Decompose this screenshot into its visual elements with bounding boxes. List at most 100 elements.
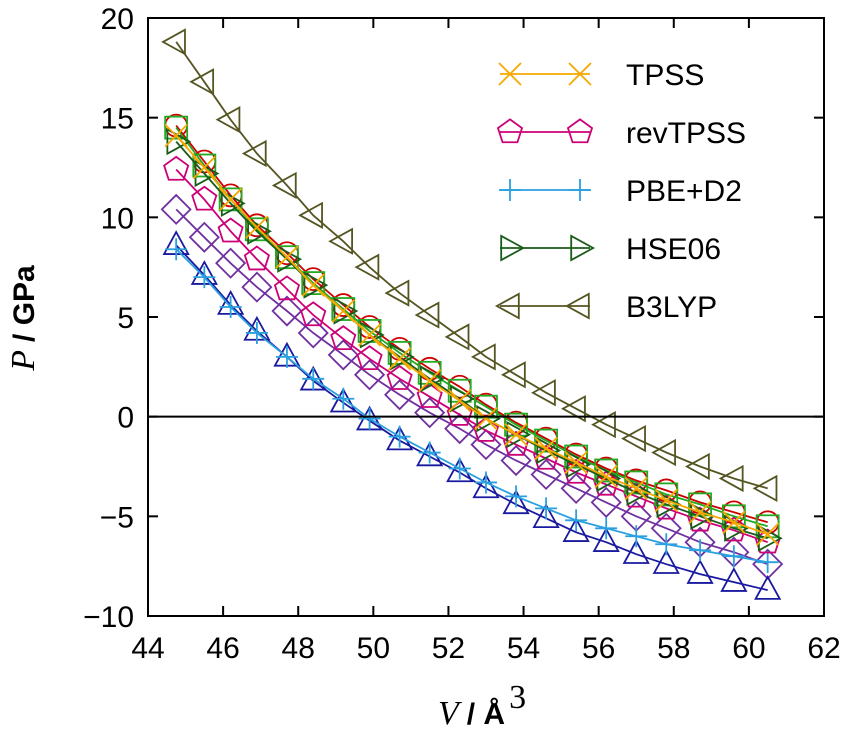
data-point (301, 273, 325, 297)
data-point (414, 301, 440, 329)
data-point (419, 365, 445, 393)
data-point (624, 470, 649, 495)
x-tick-label: 50 (357, 632, 390, 665)
data-point (389, 343, 415, 371)
data-point (505, 485, 528, 508)
data-point (590, 486, 622, 518)
data-point (592, 527, 620, 552)
series-line (175, 41, 768, 490)
data-point (192, 153, 217, 178)
data-point (686, 559, 714, 584)
data-point (356, 345, 383, 370)
data-point (384, 379, 416, 411)
data-point (624, 476, 648, 501)
data-point (297, 317, 329, 349)
data-point (327, 339, 359, 371)
data-point (302, 367, 325, 390)
data-point (530, 458, 562, 491)
legend-label: revTPSS (626, 117, 746, 150)
data-point (506, 420, 532, 449)
data-point (564, 450, 588, 475)
axis-ticks: 44 46 48 50 52 54 56 58 60 62 −10 −5 0 5 10 15 20 (83, 3, 841, 665)
data-point (416, 441, 444, 467)
data-point (444, 323, 470, 351)
data-point (414, 397, 446, 429)
legend-entry-b3lyp: B3LYP (494, 291, 717, 324)
legend-marker (566, 118, 594, 144)
data-point (275, 245, 299, 269)
legend-entry-tpss: TPSS (498, 59, 704, 92)
data-point (194, 159, 220, 188)
data-point (354, 359, 386, 391)
data-point (271, 295, 303, 327)
legend-label: B3LYP (626, 291, 717, 324)
data-point (160, 193, 192, 225)
data-point (332, 387, 355, 410)
data-point (722, 510, 746, 534)
data-point (470, 343, 496, 371)
data-point (502, 489, 530, 515)
data-point (500, 444, 532, 477)
data-point (448, 389, 472, 413)
data-point (652, 549, 680, 574)
data-point (388, 425, 411, 448)
data-point (655, 533, 678, 556)
data-point (303, 271, 329, 299)
data-point (718, 464, 744, 493)
data-point (450, 385, 475, 413)
data-point (245, 215, 269, 239)
x-tick-label: 60 (732, 632, 765, 665)
data-point (329, 387, 357, 413)
data-point (161, 28, 186, 56)
series-line (175, 168, 768, 544)
series-line (175, 141, 768, 540)
data-point (722, 545, 745, 568)
data-point (386, 365, 413, 390)
data-point (594, 464, 618, 489)
data-point (621, 424, 646, 453)
legend-label: HSE06 (626, 233, 721, 266)
data-point (277, 245, 303, 273)
data-point (192, 155, 216, 180)
legend-marker (569, 179, 591, 201)
data-point (164, 123, 188, 148)
y-axis-title: P / GPa (5, 265, 42, 372)
series-revtpss (163, 155, 781, 554)
data-point (756, 522, 780, 546)
data-point (357, 323, 382, 347)
data-point (593, 470, 620, 496)
data-point (418, 369, 442, 393)
y-tick-label: 20 (101, 3, 134, 36)
data-point (219, 296, 242, 319)
data-point (472, 473, 500, 499)
data-point (448, 457, 471, 480)
data-point (333, 297, 359, 325)
data-point (531, 379, 556, 407)
series-hse06 (166, 127, 783, 552)
x-tick-label: 52 (432, 632, 465, 665)
y-tick-label: −5 (100, 501, 134, 534)
data-point (689, 539, 712, 562)
legend-marker (500, 234, 526, 262)
data-point (536, 436, 562, 465)
data-point (754, 575, 782, 600)
data-point (241, 139, 267, 168)
data-point (444, 413, 476, 445)
x-axis-unit: / Å (467, 698, 505, 731)
data-point (534, 436, 558, 461)
data-point (191, 185, 218, 211)
series-pbe-d2 (165, 238, 779, 574)
legend-label: TPSS (626, 59, 704, 92)
data-point (273, 275, 301, 301)
data-point (446, 400, 473, 426)
data-point (565, 509, 588, 532)
data-point (164, 115, 189, 140)
data-point (591, 411, 616, 439)
data-point (475, 471, 497, 494)
data-point (625, 525, 648, 548)
data-point (331, 299, 355, 323)
legend-marker (494, 292, 520, 320)
data-point (560, 472, 592, 504)
x-tick-label: 44 (131, 632, 164, 665)
data-point (354, 253, 380, 281)
